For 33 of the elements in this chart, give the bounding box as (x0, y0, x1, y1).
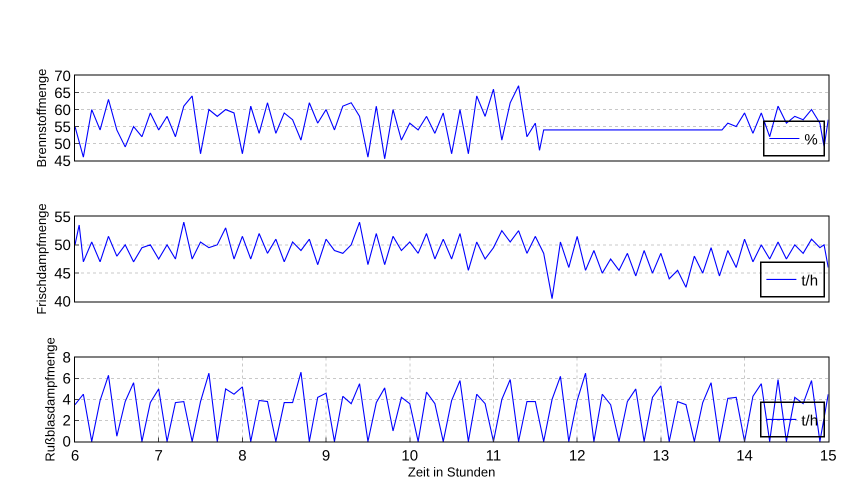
y-tick-label: 50 (54, 136, 71, 153)
line-series (74, 222, 828, 300)
y-tick-label: 6 (62, 370, 71, 388)
y-tick-label: 8 (62, 350, 71, 367)
y-tick-label: 45 (54, 152, 71, 170)
y-axis-title: Brennstoffmenge (34, 68, 50, 168)
y-tick-label: 0 (62, 434, 71, 451)
legend-label: t/h (801, 272, 818, 290)
x-tick-label: 14 (736, 448, 753, 465)
x-tick-label: 8 (238, 448, 247, 465)
x-axis-title: Zeit in Stunden (408, 464, 496, 480)
legend-label: % (804, 131, 818, 148)
y-axis-title: Rußblasdampfmenge (42, 337, 58, 462)
x-tick-label: 15 (820, 448, 837, 465)
y-tick-label: 70 (54, 68, 71, 85)
y-axis-title: Frischdampfmenge (34, 203, 50, 315)
x-tick-label: 7 (154, 448, 163, 465)
y-tick-label: 55 (54, 118, 71, 136)
x-tick-label: 11 (486, 448, 502, 465)
x-tick-label: 13 (652, 448, 670, 465)
y-tick-label: 50 (54, 237, 71, 254)
y-tick-label: 65 (54, 84, 71, 102)
line-series (74, 85, 828, 160)
x-tick-label: 12 (568, 448, 586, 465)
y-tick-label: 55 (54, 208, 71, 226)
y-tick-label: 45 (54, 265, 71, 282)
y-tick-label: 4 (62, 392, 71, 409)
y-tick-label: 2 (62, 412, 71, 430)
y-tick-label: 60 (54, 102, 71, 119)
line-series (74, 372, 828, 442)
y-tick-label: 40 (54, 294, 71, 311)
x-tick-label: 10 (401, 448, 418, 465)
x-tick-label: 9 (322, 448, 330, 465)
